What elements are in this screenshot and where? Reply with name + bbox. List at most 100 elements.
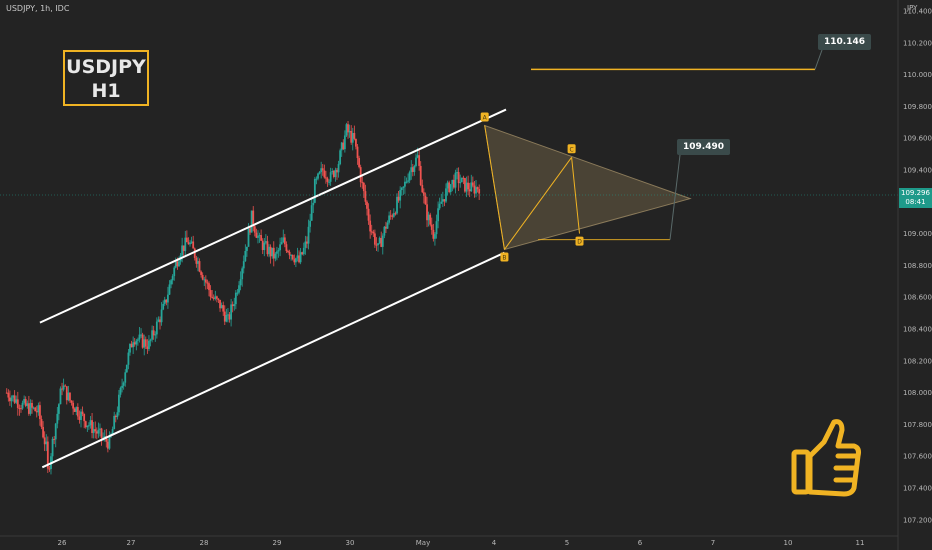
candle-body: [195, 257, 198, 264]
candle-body: [125, 364, 128, 373]
candle-body: [397, 196, 400, 201]
candle-body: [78, 416, 81, 420]
candle-body: [465, 182, 468, 192]
candle-body: [402, 186, 405, 188]
candle-body: [404, 181, 406, 187]
candle-body: [421, 185, 424, 193]
candle-body: [391, 215, 394, 217]
candle-body: [396, 196, 398, 214]
candle-body: [146, 346, 149, 349]
candle-body: [5, 392, 8, 394]
candle-body: [476, 187, 479, 190]
candle-body: [138, 334, 141, 340]
candle-body: [386, 222, 389, 229]
candle-body: [42, 427, 44, 438]
candle-body: [291, 254, 294, 260]
candle-body: [16, 399, 19, 408]
callout-upper-level: 110.146: [818, 34, 871, 50]
point-label-b: [500, 252, 509, 262]
candle-body: [113, 415, 116, 430]
candle-body: [378, 237, 381, 244]
candle-body: [418, 155, 421, 166]
candle-body: [331, 170, 334, 173]
candle-body: [76, 407, 79, 417]
candle-body: [342, 142, 345, 150]
candle-body: [141, 334, 144, 348]
time-axis[interactable]: 26 27 28 29 30 May 4 5 6 7 10 11: [0, 535, 898, 547]
candle-body: [462, 177, 465, 179]
candle-body: [459, 182, 462, 184]
candle-body: [223, 311, 226, 322]
x-tick-label: 6: [638, 539, 643, 547]
candle-body: [288, 251, 291, 256]
y-tick-label: 109.600: [903, 135, 932, 143]
candle-body: [176, 261, 179, 267]
candle-body: [140, 334, 142, 336]
candle-body: [40, 419, 43, 428]
candle-body: [443, 199, 446, 202]
title-symbol: USDJPY: [66, 56, 146, 78]
candle-body: [239, 279, 242, 286]
candle-body: [250, 210, 253, 233]
candle-body: [190, 241, 193, 243]
candle-body: [274, 253, 277, 259]
candle-body: [302, 247, 305, 255]
candle-body: [399, 190, 402, 201]
candle-body: [75, 407, 78, 412]
candle-body: [353, 132, 356, 139]
candle-body: [328, 181, 330, 183]
candle-body: [446, 182, 449, 189]
candle-body: [204, 279, 207, 283]
candle-body: [392, 213, 395, 217]
candle-body: [464, 178, 466, 192]
candle-body: [310, 205, 313, 221]
candle-body: [258, 235, 261, 237]
x-tick-label: 27: [127, 539, 136, 547]
candle-body: [312, 202, 315, 206]
candle-body: [178, 261, 180, 267]
candle-body: [31, 403, 33, 408]
candle-body: [373, 233, 376, 245]
candle-body: [136, 339, 139, 341]
candle-body: [449, 184, 452, 193]
candle-body: [187, 242, 190, 245]
candle-body: [144, 339, 147, 347]
x-tick-label: 7: [711, 539, 715, 547]
x-tick-label: 26: [58, 539, 67, 547]
candle-body: [340, 142, 343, 151]
candle-body: [203, 279, 206, 281]
candle-body: [148, 340, 150, 349]
channel-lines[interactable]: [39, 108, 507, 469]
x-tick-label: 10: [784, 539, 793, 547]
point-label-d: [575, 236, 584, 246]
title-box: USDJPY H1: [63, 50, 149, 106]
candle-body: [133, 342, 136, 345]
candle-body: [21, 402, 24, 409]
candle-body: [151, 330, 154, 340]
level-lines[interactable]: [0, 49, 898, 241]
candle-body: [32, 407, 35, 409]
candle-body: [367, 208, 370, 221]
candle-body: [437, 208, 439, 222]
candle-body: [118, 394, 120, 413]
candle-body: [434, 234, 436, 239]
candle-body: [252, 210, 255, 227]
candle-body: [400, 187, 403, 191]
candle-body: [108, 436, 111, 449]
candle-body: [471, 182, 474, 186]
candle-body: [43, 437, 46, 445]
candle-body: [348, 130, 351, 133]
candle-body: [383, 226, 386, 236]
candle-body: [277, 250, 280, 252]
candle-body: [73, 408, 76, 412]
y-tick-label: 108.200: [903, 357, 932, 365]
y-tick-label: 110.400: [903, 8, 932, 16]
candles: [5, 120, 481, 475]
candle-body: [356, 146, 359, 159]
candle-body: [422, 192, 425, 196]
x-tick-label: May: [416, 539, 430, 547]
candle-body: [438, 203, 441, 209]
candle-body: [67, 392, 70, 401]
candle-body: [24, 399, 27, 406]
